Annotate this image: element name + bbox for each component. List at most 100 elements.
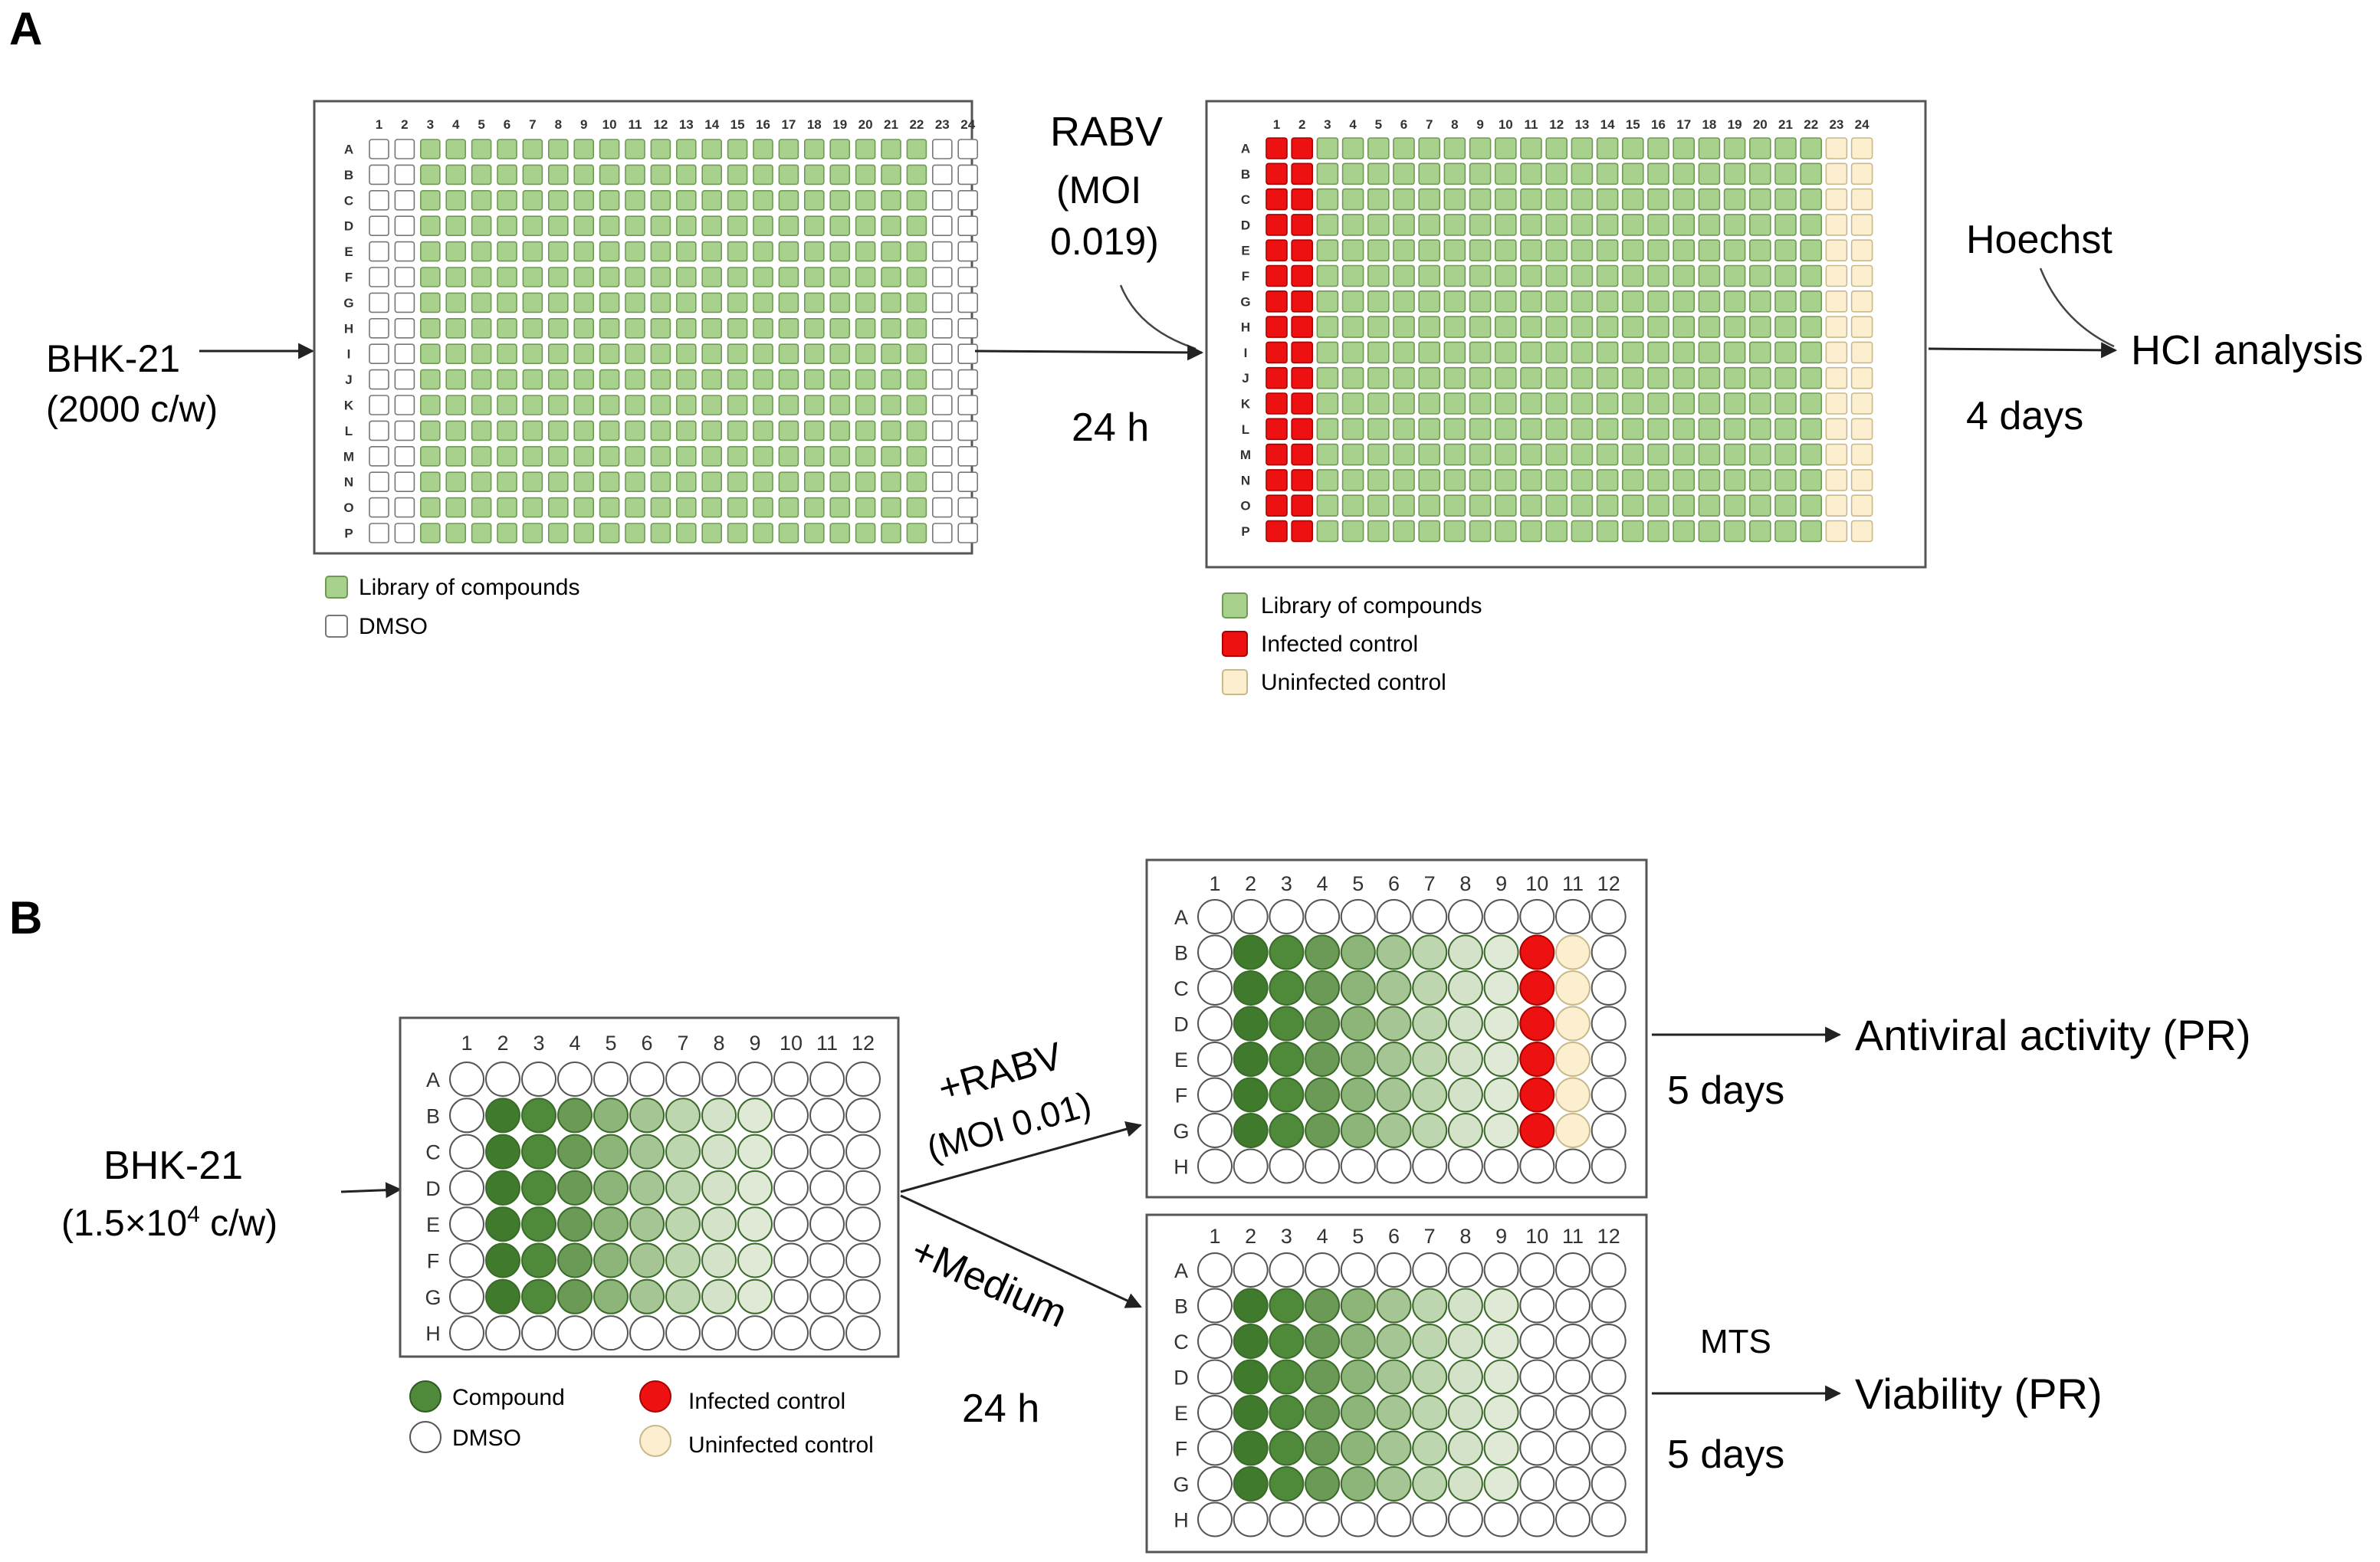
well — [497, 471, 517, 493]
column-label: 9 — [1476, 117, 1483, 132]
well — [804, 139, 825, 159]
well — [599, 497, 620, 518]
well — [1673, 162, 1695, 185]
well — [1519, 1359, 1555, 1395]
well — [1800, 290, 1822, 313]
well — [932, 241, 953, 262]
well — [1519, 1006, 1555, 1042]
well — [1647, 418, 1669, 441]
row-label: O — [343, 500, 353, 515]
well — [522, 369, 543, 390]
well — [1519, 1466, 1555, 1501]
well — [1316, 443, 1339, 466]
well — [1376, 1077, 1412, 1113]
well — [1519, 1395, 1555, 1430]
well — [369, 317, 389, 339]
well — [727, 369, 748, 390]
legend-a2-infected-swatch — [1222, 631, 1248, 657]
well — [1520, 341, 1542, 364]
well — [521, 1242, 556, 1278]
well — [1519, 1430, 1555, 1466]
well — [1483, 1042, 1519, 1077]
well — [753, 139, 773, 159]
row-label: L — [345, 424, 353, 438]
well — [855, 241, 876, 262]
column-label: 24 — [1855, 117, 1870, 132]
well — [1341, 392, 1364, 415]
well — [773, 1206, 809, 1242]
well — [1519, 1113, 1555, 1148]
column-label: 8 — [555, 117, 562, 132]
column-label: 4 — [569, 1032, 580, 1055]
well — [1622, 469, 1644, 491]
well — [1571, 239, 1594, 262]
well — [665, 1315, 701, 1351]
well — [1555, 934, 1590, 970]
well — [906, 471, 927, 493]
well — [1412, 1288, 1448, 1324]
well — [394, 445, 415, 467]
well — [1412, 1113, 1448, 1148]
well — [932, 523, 953, 543]
well — [625, 267, 645, 287]
well — [1545, 443, 1568, 466]
well — [1418, 264, 1440, 287]
well — [1749, 520, 1771, 543]
well — [753, 292, 773, 313]
well — [1850, 366, 1873, 389]
well — [1800, 494, 1822, 517]
well — [1291, 188, 1313, 211]
well — [573, 343, 595, 365]
well — [1571, 290, 1594, 313]
well — [727, 139, 748, 159]
well — [665, 1170, 701, 1206]
well — [1233, 1288, 1269, 1324]
well — [1418, 162, 1440, 185]
well — [369, 343, 389, 365]
well — [497, 420, 517, 441]
well — [1341, 469, 1364, 491]
well — [497, 343, 517, 365]
row-label: G — [425, 1286, 441, 1309]
well — [829, 497, 850, 518]
well — [1673, 469, 1695, 491]
well — [804, 241, 825, 262]
column-label: 1 — [376, 117, 382, 132]
column-label: 5 — [605, 1032, 616, 1055]
well — [1266, 469, 1288, 491]
well — [1266, 520, 1288, 543]
well — [1850, 418, 1873, 441]
row-label: B — [1241, 167, 1250, 182]
well — [1495, 443, 1517, 466]
row-label: E — [426, 1213, 440, 1236]
well — [1622, 341, 1644, 364]
well — [557, 1134, 593, 1170]
well — [1545, 494, 1568, 517]
well — [753, 523, 773, 543]
well — [1418, 392, 1440, 415]
well — [1367, 290, 1390, 313]
well — [369, 267, 389, 287]
well — [727, 497, 748, 518]
well — [727, 420, 748, 441]
well — [522, 445, 543, 467]
row-label: J — [345, 372, 352, 387]
well — [1774, 469, 1797, 491]
well — [1316, 494, 1339, 517]
well — [629, 1315, 665, 1351]
well — [829, 317, 850, 339]
row-label: D — [1241, 218, 1250, 232]
well — [1233, 1359, 1269, 1395]
well — [1291, 341, 1313, 364]
well — [957, 190, 978, 211]
well — [778, 190, 799, 211]
well — [1622, 418, 1644, 441]
well — [1825, 239, 1848, 262]
well — [1376, 1288, 1412, 1324]
well — [1376, 970, 1412, 1006]
well — [675, 369, 697, 390]
column-label: 3 — [427, 117, 434, 132]
well — [1443, 366, 1466, 389]
well — [1443, 162, 1466, 185]
well — [1469, 520, 1492, 543]
